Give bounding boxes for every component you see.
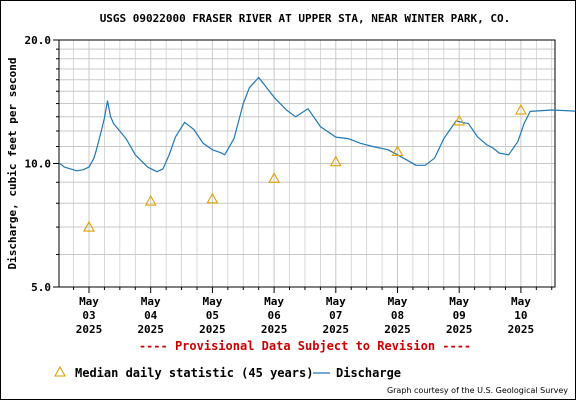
median-triangle-point (329, 155, 342, 167)
y-tick-label: 10.0 (25, 158, 52, 171)
series-layer (59, 76, 576, 232)
x-tick-label: 09 (453, 309, 466, 322)
y-tick-label: 20.0 (25, 34, 52, 47)
median-triangle-point (453, 114, 466, 126)
x-tick-label: 2025 (508, 323, 535, 336)
median-triangle-point (514, 103, 527, 115)
x-tick-label: 2025 (384, 323, 411, 336)
x-tick-label: 05 (206, 309, 219, 322)
x-tick-label: May (202, 295, 222, 308)
x-tick-label: 07 (329, 309, 342, 322)
x-tick-label: May (141, 295, 161, 308)
median-triangle-point (206, 192, 219, 204)
x-tick-label: 2025 (199, 323, 226, 336)
x-tick-label: 10 (514, 309, 527, 322)
median-triangle-point (268, 172, 281, 183)
x-tick-label: 08 (391, 309, 404, 322)
x-tick-label: 2025 (323, 323, 350, 336)
median-triangle-point (391, 145, 404, 156)
legend-median-label: Median daily statistic (45 years) (75, 366, 313, 380)
x-tick-label: 03 (82, 309, 95, 322)
chart-title: USGS 09022000 FRASER RIVER AT UPPER STA,… (100, 12, 511, 25)
x-tick-label: 2025 (261, 323, 288, 336)
median-triangle-point (144, 194, 157, 206)
legend-discharge-label: Discharge (336, 366, 401, 380)
legend-median-symbol (54, 365, 66, 377)
y-tick-label: 5.0 (31, 281, 51, 294)
x-tick-label: 04 (144, 309, 158, 322)
y-axis-label: Discharge, cubic feet per second (6, 58, 19, 270)
x-axis-ticks: May032025May042025May052025May062025May0… (73, 287, 553, 336)
x-tick-label: 2025 (76, 323, 103, 336)
median-triangle-point (83, 220, 95, 232)
x-tick-label: 2025 (137, 323, 164, 336)
x-tick-label: May (449, 295, 469, 308)
x-tick-label: May (511, 295, 531, 308)
x-tick-label: 06 (267, 309, 281, 322)
x-tick-label: May (326, 295, 346, 308)
x-tick-label: May (388, 295, 408, 308)
x-tick-label: May (79, 295, 99, 308)
y-axis-ticks: 5.0 10.0 20.0 (25, 34, 59, 294)
provisional-notice: ---- Provisional Data Subject to Revisio… (139, 339, 471, 353)
discharge-line (59, 76, 576, 173)
legend: Median daily statistic (45 years) Dischar… (54, 365, 401, 380)
x-tick-label: 2025 (446, 323, 473, 336)
credit-text: Graph courtesy of the U.S. Geological Su… (387, 386, 568, 395)
plot-grid (59, 39, 555, 288)
x-tick-label: May (264, 295, 284, 308)
